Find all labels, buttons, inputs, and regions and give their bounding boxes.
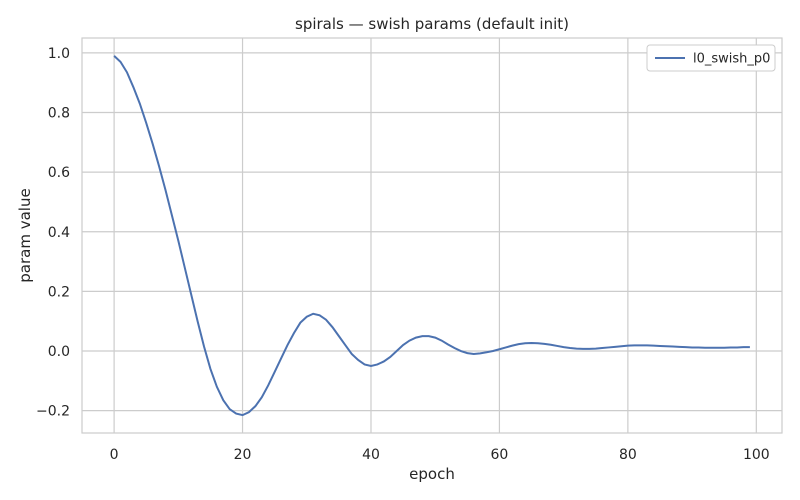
x-tick-label: 80 bbox=[619, 447, 637, 463]
y-tick-label: 0.2 bbox=[48, 284, 70, 300]
legend-entry-l0_swish_p0: l0_swish_p0 bbox=[693, 52, 770, 67]
y-tick-label: 0.8 bbox=[48, 106, 70, 122]
legend: l0_swish_p0 bbox=[646, 44, 776, 72]
x-tick-label: 0 bbox=[110, 447, 119, 463]
series-line-l0_swish_p0 bbox=[113, 55, 750, 417]
x-tick-label: 60 bbox=[491, 447, 509, 463]
y-tick-label: 0.0 bbox=[48, 344, 70, 360]
x-tick-label: 100 bbox=[743, 447, 770, 463]
x-tick-label: 20 bbox=[234, 447, 252, 463]
y-tick-label: −0.2 bbox=[36, 404, 70, 420]
y-tick-label: 1.0 bbox=[48, 46, 70, 62]
y-axis-label: param value bbox=[16, 188, 34, 282]
y-tick-label: 0.6 bbox=[48, 165, 70, 181]
plot-frame bbox=[81, 37, 783, 434]
y-tick-label: 0.4 bbox=[48, 225, 70, 241]
x-tick-label: 40 bbox=[362, 447, 380, 463]
legend-box bbox=[646, 44, 776, 72]
y-tick-labels: −0.2 0.0 0.2 0.4 0.6 0.8 1.0 bbox=[36, 46, 70, 420]
x-tick-labels: 0 20 40 60 80 100 bbox=[110, 447, 770, 463]
chart-title: spirals — swish params (default init) bbox=[295, 15, 569, 33]
x-axis-label: epoch bbox=[409, 465, 455, 483]
